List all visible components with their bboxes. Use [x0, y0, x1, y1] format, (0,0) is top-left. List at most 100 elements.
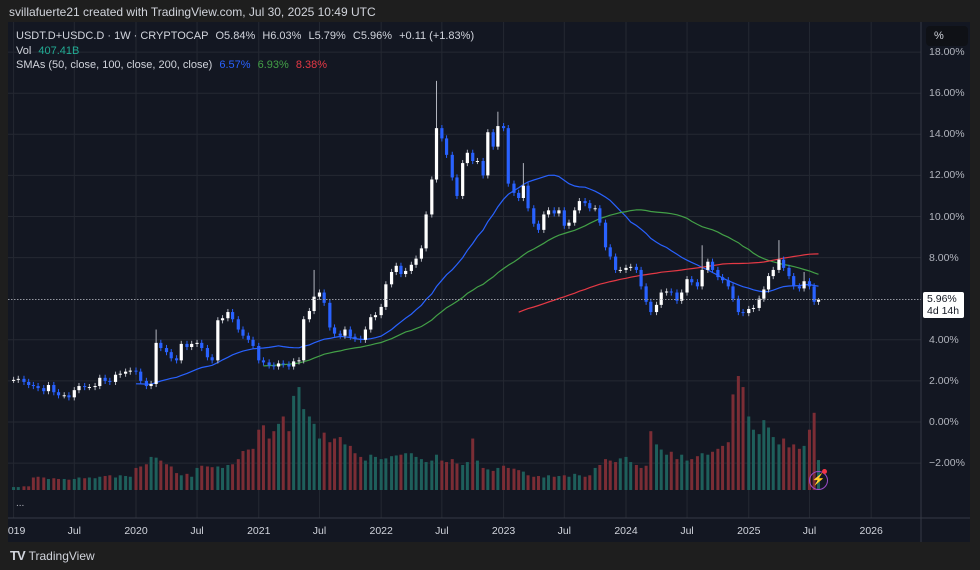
volume-bar [221, 467, 225, 490]
candle-body [812, 286, 816, 302]
volume-bar [414, 456, 418, 490]
time-tick-label: Jul [802, 525, 817, 537]
time-tick-label: Jul [67, 525, 81, 537]
pane-more-button[interactable]: ... [16, 498, 25, 509]
price-tick-label: 14.00% [929, 128, 965, 141]
volume-bar [706, 454, 710, 490]
volume-bar [649, 431, 653, 490]
candle-body [77, 386, 81, 391]
candle-body [216, 320, 220, 361]
candle-body [246, 335, 250, 340]
volume-bar [512, 468, 516, 490]
candle-body [124, 371, 128, 374]
last-price-tag: 5.96% 4d 14h [923, 292, 964, 318]
volume-bar [777, 444, 781, 490]
volume-bar [665, 454, 669, 490]
candle-body [226, 312, 230, 319]
volume-bar [185, 473, 189, 490]
volume-bar [409, 453, 413, 490]
volume-bar [67, 479, 71, 490]
volume-bar [343, 444, 347, 490]
volume-bar [792, 444, 796, 490]
volume-bar [588, 475, 592, 490]
legend-symbol[interactable]: USDT.D+USDC.D · 1W · CRYPTOCAP [16, 30, 209, 42]
candle-body [506, 128, 510, 184]
candle-body [680, 292, 684, 301]
volume-bar [797, 448, 801, 490]
volume-bar [399, 454, 403, 490]
candle-body [287, 364, 291, 367]
volume-bar [27, 486, 31, 490]
candle-body [113, 374, 118, 382]
volume-bar [675, 459, 679, 490]
volume-bar [471, 438, 475, 490]
volume-bar [72, 478, 76, 490]
candle-body [797, 286, 801, 289]
volume-bar [542, 477, 546, 490]
volume-bar [475, 460, 479, 490]
candle-body [649, 301, 653, 313]
candle-body [491, 132, 495, 147]
volume-bar [547, 475, 551, 490]
volume-bar [526, 475, 530, 490]
candle-body [317, 292, 322, 297]
volume-bar [22, 486, 26, 490]
legend-row-volume[interactable]: Vol 407.41B [16, 44, 478, 59]
candle-body [685, 279, 689, 293]
sma-200-line [518, 253, 819, 313]
candle-body [669, 291, 673, 293]
volume-bar [272, 431, 276, 490]
legend-low: L5.79% [308, 30, 346, 42]
volume-bar [440, 460, 444, 490]
candle-body [521, 185, 525, 199]
volume-bar [644, 465, 648, 490]
volume-bar [338, 437, 342, 490]
candle-body [751, 307, 756, 309]
tradingview-logo-icon[interactable]: TV [10, 548, 26, 563]
volume-bar [77, 477, 81, 490]
candle-body [700, 269, 704, 287]
legend-open: O5.84% [215, 30, 256, 42]
candle-body [782, 259, 786, 268]
candle-body [36, 386, 40, 389]
volume-bar [567, 476, 571, 490]
candle-body [532, 208, 536, 224]
volume-bar [695, 456, 699, 490]
candle-body [424, 214, 428, 249]
candle-body [16, 378, 20, 380]
candle-body [517, 192, 521, 199]
candle-body [154, 342, 158, 384]
candle-body [486, 132, 490, 176]
time-tick-label: Jul [680, 525, 694, 537]
volume-bar [751, 429, 755, 490]
volume-bar [659, 449, 663, 490]
footer-brand[interactable]: TradingView [28, 548, 95, 563]
percent-scale-button[interactable]: % [926, 26, 968, 46]
volume-bar [711, 451, 715, 490]
lightning-bolt-icon[interactable]: ⚡ [809, 471, 828, 490]
candle-body [174, 358, 179, 361]
candle-body [98, 377, 102, 387]
legend-sma200: 8.38% [295, 59, 328, 71]
volume-bar [736, 376, 740, 490]
volume-bar [424, 462, 428, 490]
volume-bar [267, 438, 271, 490]
legend-vol-label: Vol [16, 44, 32, 57]
candle-body [526, 185, 530, 209]
legend-row-smas[interactable]: SMAs (50, close, 100, close, 200, close)… [16, 58, 478, 73]
candle-body [72, 390, 76, 398]
volume-bar [281, 416, 285, 490]
volume-bar [277, 423, 281, 490]
volume-bar [802, 445, 806, 490]
volume-bar [562, 475, 566, 490]
volume-bar [782, 438, 786, 490]
candle-body [695, 282, 700, 287]
volume-bar [87, 477, 91, 490]
candle-body [654, 304, 659, 313]
volume-bar [52, 478, 56, 490]
footer: TV TradingView [10, 548, 95, 563]
volume-bar [598, 465, 602, 490]
candle-body [257, 345, 261, 361]
volume-bar [322, 432, 326, 490]
